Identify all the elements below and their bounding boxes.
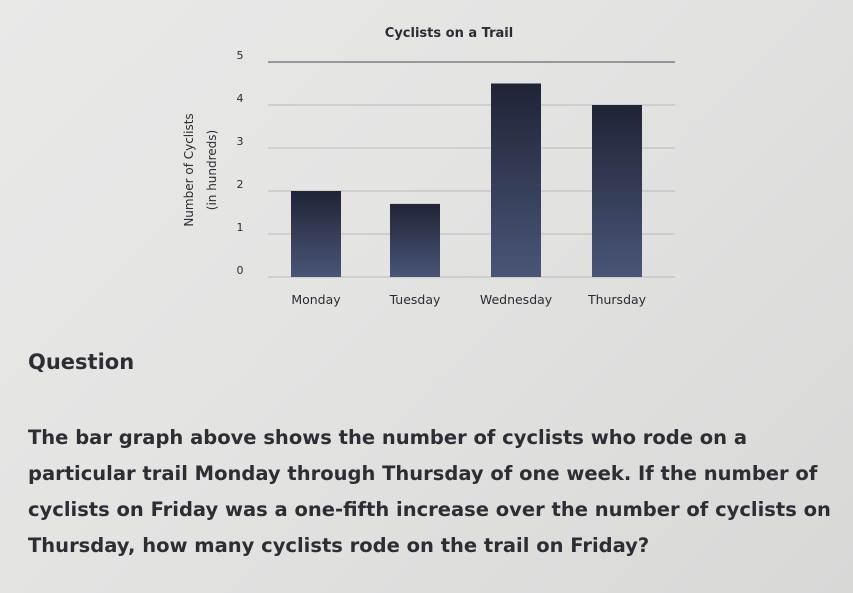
x-category-label: Monday [291, 292, 341, 307]
y-tick-label: 2 [237, 178, 244, 191]
x-category-label: Tuesday [389, 292, 441, 307]
bar-thursday [592, 105, 642, 277]
bar-wednesday [491, 83, 541, 277]
question-heading: Question [28, 350, 135, 374]
x-category-label: Wednesday [480, 292, 553, 307]
x-category-label: Thursday [587, 292, 647, 307]
bars [291, 83, 642, 277]
y-tick-label: 4 [237, 92, 244, 105]
y-tick-label: 3 [237, 135, 244, 148]
question-text: The bar graph above shows the number of … [28, 426, 831, 557]
y-axis-sublabel: (in hundreds) [205, 130, 219, 210]
bar-chart: Cyclists on a Trail 0 1 2 3 4 5 Monday Tuesday… [182, 26, 675, 307]
bar-tuesday [390, 203, 440, 277]
x-category-labels: Monday Tuesday Wednesday Thursday [291, 292, 646, 307]
y-tick-label: 0 [237, 264, 244, 277]
y-tick-labels: 0 1 2 3 4 5 [237, 49, 244, 277]
y-axis-label: Number of Cyclists [182, 113, 196, 226]
y-tick-label: 5 [237, 49, 244, 62]
y-tick-label: 1 [237, 221, 244, 234]
chart-title: Cyclists on a Trail [385, 26, 513, 41]
bar-monday [291, 191, 341, 277]
